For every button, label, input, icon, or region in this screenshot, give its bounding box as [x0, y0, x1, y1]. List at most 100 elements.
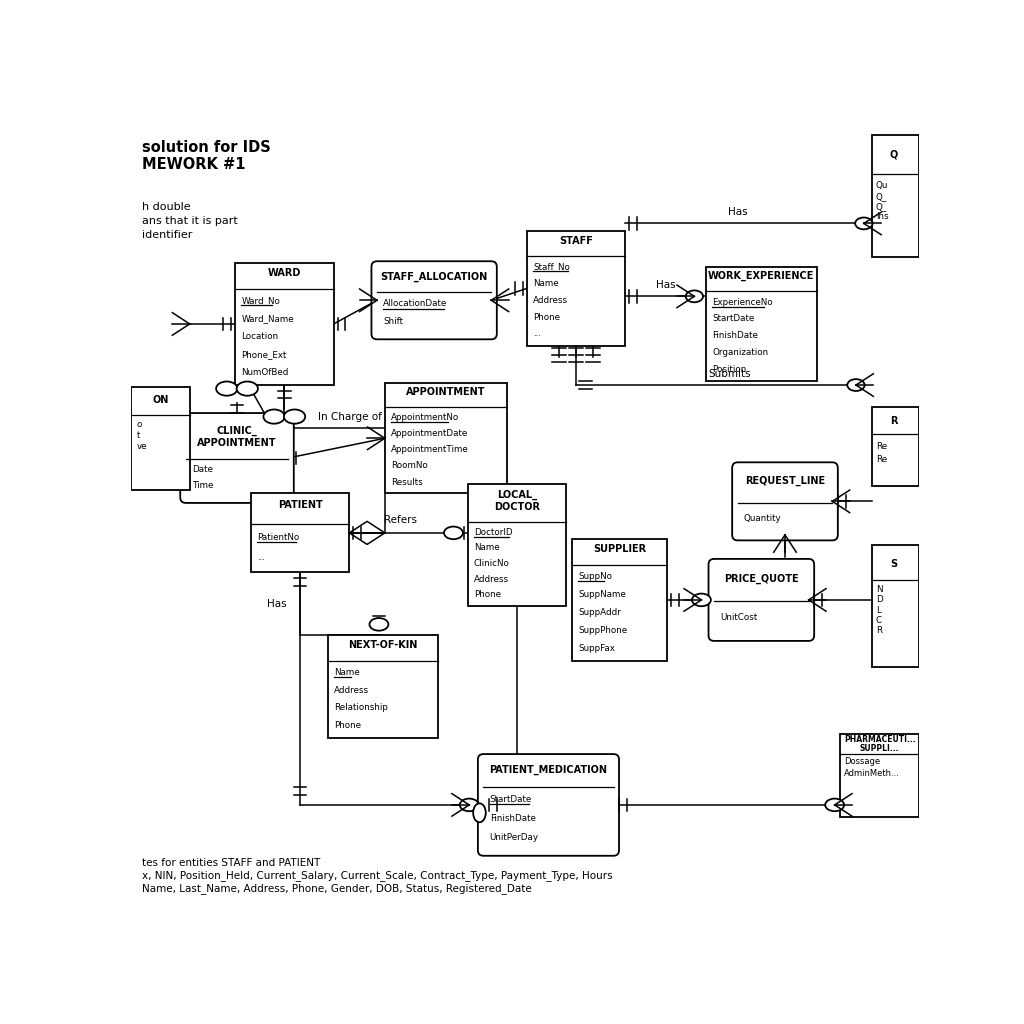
Text: REQUEST_LINE: REQUEST_LINE: [744, 476, 825, 486]
FancyBboxPatch shape: [180, 413, 294, 503]
Bar: [468, 483, 566, 606]
Text: solution for IDS: solution for IDS: [142, 140, 271, 156]
Text: ExperienceNo: ExperienceNo: [713, 298, 773, 306]
Text: R: R: [876, 626, 882, 635]
Text: Name: Name: [474, 544, 500, 552]
Text: SuppName: SuppName: [579, 590, 626, 599]
Text: C: C: [876, 615, 882, 625]
Bar: [385, 383, 507, 494]
Ellipse shape: [686, 291, 703, 302]
Bar: [871, 135, 920, 257]
Bar: [871, 407, 920, 485]
Bar: [236, 263, 334, 385]
Text: PatientNo: PatientNo: [257, 532, 299, 542]
Text: AppointmentTime: AppointmentTime: [391, 445, 469, 454]
Text: Name: Name: [534, 279, 559, 288]
Text: Refers: Refers: [384, 515, 417, 525]
Ellipse shape: [444, 526, 463, 540]
Text: Phone: Phone: [534, 312, 560, 322]
Text: SuppAddr: SuppAddr: [579, 608, 622, 617]
Text: WARD: WARD: [267, 267, 301, 278]
Text: Qu: Qu: [876, 181, 888, 190]
Text: ON: ON: [153, 395, 169, 406]
Text: AppointmentDate: AppointmentDate: [391, 429, 468, 438]
Text: AllocationDate: AllocationDate: [383, 299, 447, 308]
Text: N: N: [876, 585, 882, 594]
Bar: [572, 539, 667, 662]
Text: SuppFax: SuppFax: [579, 644, 615, 653]
Text: tes for entities STAFF and PATIENT: tes for entities STAFF and PATIENT: [142, 858, 321, 867]
Text: Shift: Shift: [383, 317, 403, 326]
Ellipse shape: [216, 382, 238, 395]
Text: Ward_Name: Ward_Name: [242, 314, 294, 323]
Ellipse shape: [825, 799, 844, 811]
Text: Has: Has: [728, 207, 748, 217]
Text: Address: Address: [534, 296, 568, 305]
Ellipse shape: [847, 379, 864, 391]
Text: StartDate: StartDate: [713, 314, 755, 324]
Text: Has: Has: [266, 599, 287, 609]
Text: Q_: Q_: [876, 202, 887, 211]
Ellipse shape: [692, 594, 711, 606]
Text: FinishDate: FinishDate: [713, 331, 759, 340]
Text: Name: Name: [334, 668, 359, 677]
Text: h double: h double: [142, 202, 191, 212]
Text: Re: Re: [876, 441, 887, 451]
Text: UnitPerDay: UnitPerDay: [489, 833, 539, 842]
Text: Time: Time: [193, 481, 213, 490]
Text: WORK_EXPERIENCE: WORK_EXPERIENCE: [709, 271, 814, 282]
Ellipse shape: [370, 618, 388, 631]
Text: Ward_No: Ward_No: [242, 296, 281, 305]
FancyBboxPatch shape: [709, 559, 814, 641]
Text: In Charge of: In Charge of: [318, 412, 382, 422]
Text: SuppPhone: SuppPhone: [579, 626, 628, 635]
Text: x, NIN, Position_Held, Current_Salary, Current_Scale, Contract_Type, Payment_Typ: x, NIN, Position_Held, Current_Salary, C…: [142, 870, 613, 882]
Text: L: L: [876, 605, 881, 614]
Text: S: S: [890, 559, 897, 569]
Text: PHARMACEUTI...: PHARMACEUTI...: [844, 735, 915, 744]
Text: Has: Has: [656, 280, 676, 290]
Text: Staff_No: Staff_No: [534, 262, 570, 271]
Text: PATIENT_MEDICATION: PATIENT_MEDICATION: [489, 765, 607, 775]
Text: NEXT-OF-KIN: NEXT-OF-KIN: [348, 640, 418, 650]
Ellipse shape: [473, 804, 485, 822]
Bar: [840, 734, 920, 817]
Text: Phone: Phone: [474, 591, 501, 599]
Ellipse shape: [237, 382, 258, 395]
Ellipse shape: [855, 217, 872, 229]
Text: Name, Last_Name, Address, Phone, Gender, DOB, Status, Registered_Date: Name, Last_Name, Address, Phone, Gender,…: [142, 883, 532, 894]
Text: NumOfBed: NumOfBed: [242, 368, 289, 377]
Ellipse shape: [263, 410, 285, 424]
Text: Address: Address: [334, 686, 369, 694]
Text: AppointmentNo: AppointmentNo: [391, 413, 460, 422]
Text: CLINIC_
APPOINTMENT: CLINIC_ APPOINTMENT: [198, 426, 276, 447]
Text: Date: Date: [193, 465, 213, 474]
Text: Q: Q: [890, 150, 898, 160]
Bar: [328, 635, 438, 738]
Text: ve: ve: [137, 441, 147, 451]
Text: Relationship: Relationship: [334, 703, 388, 713]
Text: Submits: Submits: [709, 369, 752, 379]
Text: ...: ...: [257, 553, 265, 562]
Text: ...: ...: [534, 330, 541, 338]
Text: o: o: [137, 420, 142, 429]
Ellipse shape: [284, 410, 305, 424]
Text: t: t: [137, 431, 140, 439]
Text: SUPPLIER: SUPPLIER: [593, 544, 646, 554]
Text: SUPPLI...: SUPPLI...: [860, 743, 899, 753]
Text: Ins: Ins: [876, 212, 888, 221]
Text: SuppNo: SuppNo: [579, 572, 612, 581]
Text: LOCAL_
DOCTOR: LOCAL_ DOCTOR: [494, 489, 540, 512]
Text: R: R: [890, 416, 898, 426]
Bar: [251, 494, 349, 572]
Text: Organization: Organization: [713, 348, 769, 357]
Text: ans that it is part: ans that it is part: [142, 216, 239, 226]
Text: Location: Location: [242, 332, 279, 341]
FancyBboxPatch shape: [478, 754, 620, 856]
Text: Q_: Q_: [876, 191, 887, 201]
Text: Position: Position: [713, 365, 746, 374]
Text: Quantity: Quantity: [744, 514, 781, 522]
Text: PRICE_QUOTE: PRICE_QUOTE: [724, 573, 799, 584]
Text: StartDate: StartDate: [489, 795, 531, 804]
Bar: [871, 545, 920, 667]
